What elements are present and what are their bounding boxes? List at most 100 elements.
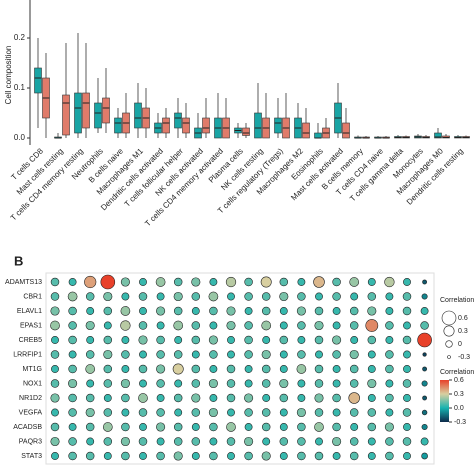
bubble bbox=[156, 379, 165, 388]
bubble bbox=[103, 408, 113, 417]
row-label: PAQR3 bbox=[19, 438, 42, 445]
box bbox=[274, 117, 282, 134]
bubble bbox=[121, 350, 130, 359]
box bbox=[162, 117, 170, 134]
bubble bbox=[227, 336, 235, 344]
bubble bbox=[244, 436, 254, 447]
bubble bbox=[385, 437, 394, 446]
bubble bbox=[313, 276, 325, 288]
size-key-label: 0 bbox=[458, 341, 462, 348]
bubble bbox=[262, 437, 271, 446]
bubble bbox=[261, 349, 271, 360]
bubble bbox=[244, 365, 253, 373]
bubble bbox=[367, 408, 377, 417]
bubble bbox=[385, 364, 394, 374]
bubble bbox=[279, 437, 289, 446]
bubble bbox=[296, 364, 307, 374]
bubble bbox=[191, 364, 201, 374]
bubble bbox=[367, 422, 377, 432]
bubble bbox=[314, 422, 324, 432]
bubble bbox=[402, 292, 412, 301]
bubble bbox=[349, 437, 359, 446]
bubble bbox=[367, 278, 376, 286]
row-label: NOX1 bbox=[23, 380, 42, 387]
bubble bbox=[103, 321, 112, 330]
bubble bbox=[403, 423, 411, 431]
bubble bbox=[85, 292, 95, 301]
bubble bbox=[50, 379, 60, 388]
bubble bbox=[209, 350, 218, 359]
bubble bbox=[403, 394, 411, 402]
row-label: ACADSB bbox=[13, 424, 42, 431]
bubble bbox=[332, 335, 342, 345]
bubble bbox=[226, 393, 236, 403]
bubble bbox=[68, 408, 77, 417]
bubble bbox=[244, 408, 253, 417]
bubble bbox=[332, 292, 341, 301]
bubble bbox=[209, 365, 218, 373]
size-key bbox=[443, 325, 455, 337]
bubble bbox=[156, 408, 165, 417]
box bbox=[34, 67, 42, 94]
bubble bbox=[68, 335, 77, 345]
bubble bbox=[191, 350, 200, 359]
bubble bbox=[367, 452, 376, 460]
bubble bbox=[244, 451, 253, 461]
bubble bbox=[155, 277, 166, 287]
bubble bbox=[173, 277, 183, 287]
bubble bbox=[85, 422, 95, 432]
bubble bbox=[385, 408, 394, 417]
bubble bbox=[121, 365, 130, 373]
bubble bbox=[332, 436, 342, 447]
bubble bbox=[191, 437, 201, 446]
bubble bbox=[103, 379, 113, 388]
bubble bbox=[279, 307, 288, 315]
bubble bbox=[332, 422, 341, 432]
bubble bbox=[244, 277, 253, 287]
bubble bbox=[349, 349, 359, 360]
row-label: STAT3 bbox=[21, 453, 42, 460]
bubble bbox=[261, 422, 271, 432]
bubble bbox=[403, 365, 411, 373]
bubble bbox=[86, 336, 95, 344]
bubble bbox=[226, 422, 236, 432]
bubble bbox=[121, 393, 130, 403]
bubble bbox=[349, 364, 359, 374]
bubble bbox=[314, 379, 324, 388]
bubble bbox=[262, 394, 271, 402]
bubble bbox=[121, 336, 130, 344]
bubble bbox=[120, 306, 131, 316]
bubble bbox=[138, 437, 148, 446]
bubble bbox=[139, 423, 147, 431]
bubble bbox=[367, 437, 376, 446]
bubble bbox=[403, 321, 411, 330]
bubble bbox=[385, 336, 394, 344]
box bbox=[254, 112, 262, 139]
bubble bbox=[350, 336, 359, 344]
bubble bbox=[139, 379, 147, 388]
bubble bbox=[402, 335, 412, 345]
bubble bbox=[68, 350, 77, 359]
bubble bbox=[209, 278, 218, 286]
bubble bbox=[244, 292, 253, 301]
bubble bbox=[191, 452, 200, 460]
bubble bbox=[138, 393, 148, 403]
bubble bbox=[103, 437, 113, 446]
colorbar-tick-label: 0.0 bbox=[454, 405, 464, 412]
bubble bbox=[120, 277, 130, 287]
y-tick-label: 0.1 bbox=[14, 83, 26, 92]
bubble bbox=[261, 320, 272, 331]
bubble bbox=[315, 350, 323, 359]
bubble bbox=[51, 408, 59, 417]
bubble bbox=[244, 379, 253, 388]
bubble bbox=[348, 392, 360, 404]
bubble bbox=[385, 379, 394, 388]
box bbox=[202, 117, 210, 134]
colorbar-tick-label: 0.3 bbox=[454, 391, 464, 398]
bubble bbox=[315, 437, 323, 446]
box bbox=[134, 102, 142, 129]
y-tick-label: 0.2 bbox=[14, 33, 26, 42]
bubble bbox=[314, 320, 324, 331]
bubble bbox=[367, 335, 377, 345]
bubble bbox=[85, 364, 96, 374]
